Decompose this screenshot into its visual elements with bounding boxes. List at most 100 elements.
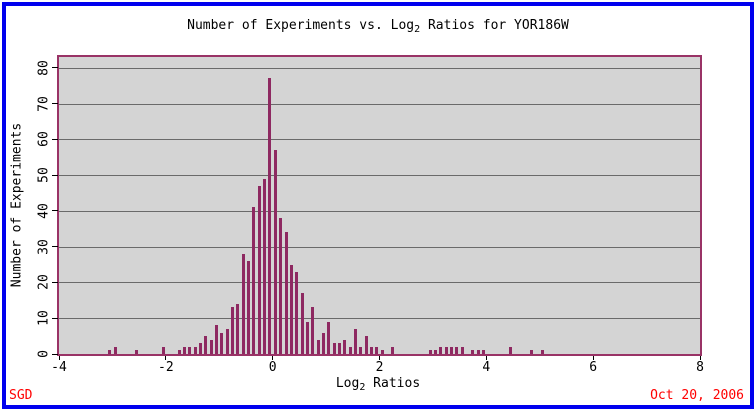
histogram-bar (279, 218, 283, 354)
x-tick-label: -2 (158, 360, 174, 375)
histogram-bar (241, 254, 245, 354)
histogram-bar (482, 350, 486, 354)
x-axis-tick (165, 356, 167, 360)
histogram-bar (252, 207, 256, 354)
histogram-bar (263, 179, 267, 354)
x-axis-tick (699, 356, 701, 360)
histogram-bar (455, 347, 459, 354)
histogram-bar (428, 350, 432, 354)
sgd-credit: SGD (9, 388, 33, 403)
histogram-bar (134, 350, 138, 354)
histogram-bar (268, 78, 272, 354)
y-tick-label: 50 (36, 167, 52, 183)
histogram-bar (460, 347, 464, 354)
histogram-bar (476, 350, 480, 354)
x-tick-label: 0 (268, 360, 277, 375)
gridline (59, 318, 700, 320)
y-tick-label: 10 (36, 310, 52, 327)
y-axis-tick (52, 103, 58, 105)
y-tick-label: 80 (36, 59, 52, 76)
histogram-bar (257, 186, 261, 354)
histogram-bar (444, 347, 448, 354)
histogram-bar (391, 347, 395, 354)
gridline (59, 103, 700, 105)
x-axis-tick (379, 356, 380, 360)
histogram-bar (369, 347, 373, 354)
y-axis-tick (52, 317, 58, 319)
gridline (59, 139, 700, 141)
chart-title-text: Number of Experiments vs. Log (187, 18, 415, 33)
histogram-bar (327, 322, 331, 354)
histogram-bar (300, 293, 304, 354)
histogram-bar (209, 340, 213, 354)
histogram-bar (540, 350, 544, 354)
histogram-bar (113, 347, 117, 354)
x-axis-title: Log2 Ratios (0, 376, 756, 393)
histogram-bar (289, 265, 293, 354)
histogram-bar (220, 333, 224, 354)
histogram-bar (311, 307, 315, 354)
y-tick-label: 30 (36, 238, 52, 255)
x-tick-label: -4 (51, 360, 67, 375)
y-axis-tick (52, 246, 58, 248)
y-tick-label: 40 (36, 203, 52, 219)
histogram-bar (348, 347, 352, 354)
chart-title-text-end: Ratios for YOR186W (420, 18, 569, 33)
histogram-bar (215, 325, 219, 354)
gridline (59, 210, 700, 212)
histogram-bar (161, 347, 165, 354)
x-axis-tick (58, 356, 60, 360)
histogram-bar (380, 350, 384, 354)
histogram-bar (273, 150, 277, 354)
histogram-bar (530, 350, 534, 354)
x-axis-title-subscript: 2 (359, 382, 366, 393)
histogram-bar (359, 347, 363, 354)
x-axis-title-text: Log (335, 376, 360, 391)
gridline (59, 246, 700, 248)
histogram-bar (316, 340, 320, 354)
y-tick-label: 70 (36, 95, 52, 112)
histogram-bar (450, 347, 454, 354)
histogram-bar (108, 350, 112, 354)
plot-area (57, 55, 702, 356)
y-tick-label: 0 (36, 350, 52, 358)
x-tick-label: 6 (589, 360, 598, 375)
histogram-bar (353, 329, 357, 354)
histogram-bar (183, 347, 187, 354)
histogram-bar (508, 347, 512, 354)
histogram-bar (337, 343, 341, 354)
date-stamp: Oct 20, 2006 (650, 388, 744, 403)
histogram-bar (343, 340, 347, 354)
histogram-bar (295, 272, 299, 354)
histogram-bar (231, 307, 235, 354)
x-tick-label: 8 (696, 360, 704, 375)
y-axis-tick (52, 174, 58, 176)
x-axis-tick (592, 356, 594, 360)
histogram-bar (321, 333, 325, 354)
histogram-bar (305, 322, 309, 354)
histogram-bar (439, 347, 443, 354)
y-axis-tick (52, 210, 58, 212)
y-axis-tick (52, 138, 58, 140)
histogram-bar (199, 343, 203, 354)
histogram-bar (284, 232, 288, 354)
histogram-bar (204, 336, 208, 354)
histogram-bar (193, 347, 197, 354)
histogram-bar (471, 350, 475, 354)
histogram-bar (364, 336, 368, 354)
histogram-bar (247, 261, 251, 354)
histogram-bar (177, 350, 181, 354)
x-axis-tick (272, 356, 274, 360)
gridline (59, 175, 700, 177)
histogram-bar (434, 350, 438, 354)
chart-title-subscript: 2 (414, 24, 421, 35)
histogram-bar (236, 304, 240, 354)
histogram-bar (332, 343, 336, 354)
x-axis-tick (485, 356, 487, 360)
gridline (59, 282, 700, 284)
x-axis-title-text-end: Ratios (365, 376, 421, 391)
histogram-bar (225, 329, 229, 354)
y-axis-tick (52, 281, 58, 283)
y-axis-tick (52, 353, 58, 355)
